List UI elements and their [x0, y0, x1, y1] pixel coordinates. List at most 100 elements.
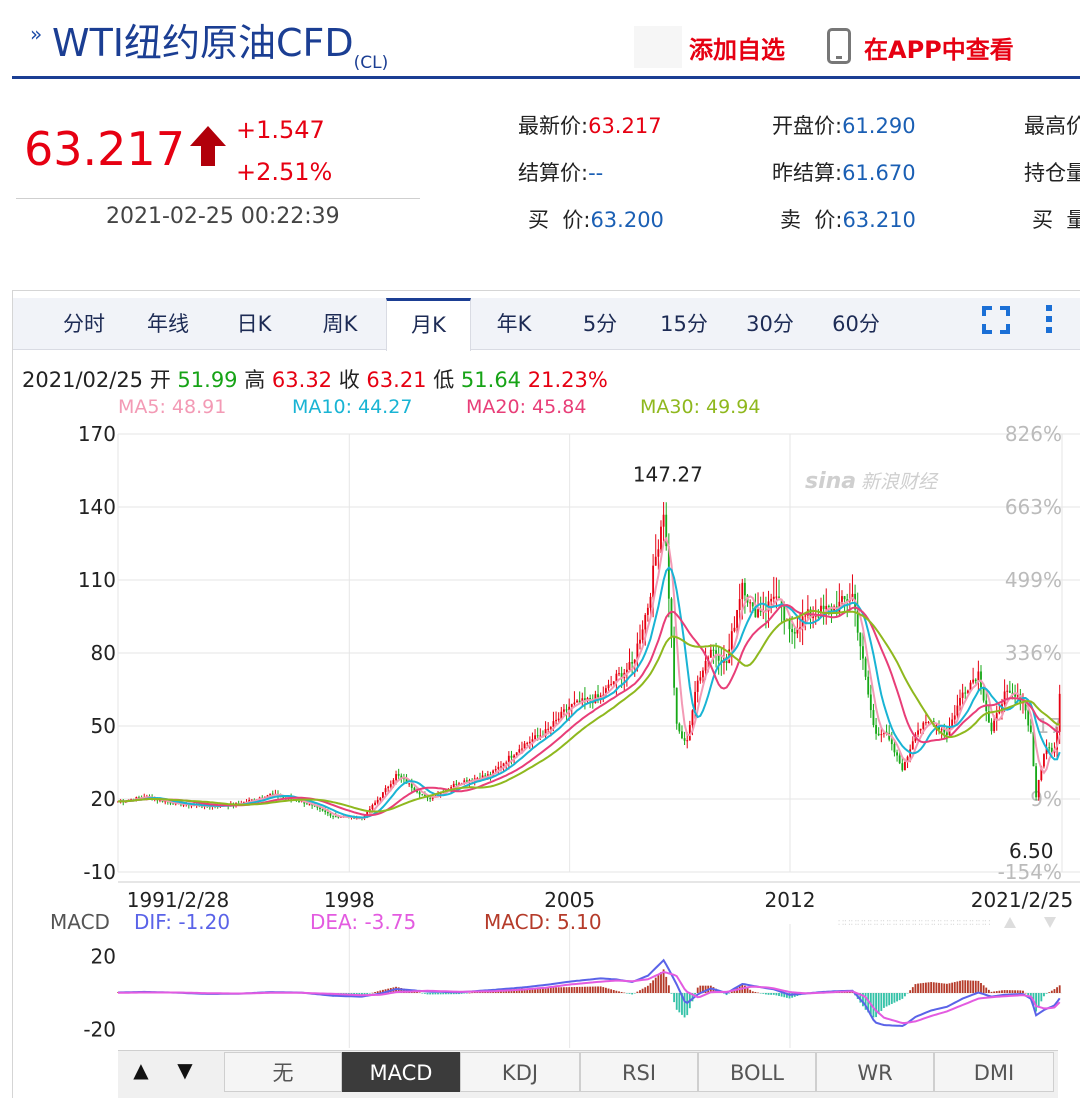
macd-bar: [948, 983, 951, 993]
tab-30min[interactable]: 30分: [746, 312, 794, 336]
macd-bar: [704, 985, 707, 993]
indicator-none[interactable]: 无: [224, 1052, 342, 1092]
candle-body: [825, 605, 828, 610]
indicator-wr[interactable]: WR: [816, 1052, 934, 1092]
candle-body: [833, 606, 836, 612]
scroll-up-button[interactable]: ▲: [133, 1058, 149, 1082]
more-options-icon[interactable]: [1045, 304, 1053, 334]
candle-body: [846, 599, 849, 602]
candle-body: [1045, 747, 1048, 755]
indicator-dmi[interactable]: DMI: [934, 1052, 1054, 1092]
candle-body: [917, 730, 919, 735]
indicator-macd[interactable]: MACD: [342, 1052, 460, 1092]
indicator-rsi[interactable]: RSI: [580, 1052, 698, 1092]
candle-body: [250, 799, 253, 801]
tab-year-line[interactable]: 年线: [147, 312, 189, 336]
macd-bar: [1001, 990, 1003, 993]
info-high-label: 高: [244, 368, 266, 392]
candle-body: [1014, 694, 1017, 697]
candle-body: [678, 723, 681, 732]
y-tick-right-label: 826%: [1005, 422, 1062, 446]
macd-bar: [549, 987, 552, 993]
indicator-kdj[interactable]: KDJ: [460, 1052, 580, 1092]
fullscreen-icon[interactable]: [982, 306, 1010, 334]
candle-body: [319, 807, 321, 810]
candle-body: [169, 802, 172, 804]
macd-bar: [885, 993, 888, 1007]
macd-legend: MACD DIF: -1.20 DEA: -3.75 MACD: 5.10: [50, 910, 602, 934]
tab-daily-k[interactable]: 日K: [236, 312, 272, 336]
candle-body: [982, 688, 985, 701]
macd-bar: [969, 980, 972, 993]
macd-lines: [117, 958, 1061, 1028]
macd-bar: [848, 991, 851, 993]
candle-body: [738, 599, 741, 611]
candlesticks: [117, 502, 1061, 821]
tab-60min[interactable]: 60分: [832, 312, 880, 336]
macd-bar: [877, 993, 880, 1015]
tab-intraday[interactable]: 分时: [63, 312, 105, 336]
candle-body: [694, 691, 696, 711]
ohlc-info-line: 2021/02/25 开 51.99 高 63.32 收 63.21 低 51.…: [22, 364, 608, 394]
candle-body: [959, 697, 961, 706]
macd-bar: [636, 991, 639, 993]
sina-watermark: sina 新浪财经: [805, 469, 939, 494]
tab-5min[interactable]: 5分: [582, 312, 618, 336]
quote-timestamp: 2021-02-25 00:22:39: [106, 204, 340, 229]
macd-bar: [935, 982, 938, 993]
candle-body: [1043, 754, 1045, 767]
scroll-down-button[interactable]: ▼: [177, 1058, 193, 1082]
macd-dea: DEA: -3.75: [310, 910, 416, 934]
candle-body: [489, 774, 492, 776]
macd-bar: [746, 987, 749, 993]
tab-yearly-k[interactable]: 年K: [496, 312, 532, 336]
field-value: 61.290: [842, 114, 916, 138]
field-prev-settle: 昨结算:61.670: [772, 157, 916, 187]
view-in-app-button[interactable]: 在APP中查看: [864, 36, 1014, 64]
tab-weekly-k[interactable]: 周K: [322, 312, 358, 336]
tab-monthly-k[interactable]: 月K: [386, 298, 471, 351]
candle-body: [397, 774, 400, 776]
field-label: 最高价: [1024, 114, 1080, 138]
macd-dif: DIF: -1.20: [134, 910, 230, 934]
macd-bar: [953, 982, 956, 993]
macd-bar: [995, 991, 998, 993]
macd-bar: [893, 993, 896, 1003]
price-axis: 170 140 110 80 50 20 -10: [78, 422, 116, 884]
watermark-text: 新浪财经: [861, 471, 939, 493]
candle-body: [484, 775, 487, 777]
info-date: 2021/02/25: [22, 368, 144, 392]
y-tick-right-label: 663%: [1005, 495, 1062, 519]
macd-bar: [673, 993, 676, 1003]
macd-bar: [455, 993, 458, 995]
candle-body: [906, 756, 909, 763]
candle-body: [523, 743, 526, 749]
candle-body: [859, 632, 862, 647]
macd-bar: [723, 993, 725, 994]
candle-body: [387, 786, 390, 789]
ma20-line: [117, 603, 1060, 817]
macd-bar: [875, 993, 877, 1018]
macd-bar: [374, 992, 376, 993]
candle-body: [691, 710, 694, 726]
candle-body: [573, 702, 576, 705]
indicator-boll[interactable]: BOLL: [698, 1052, 816, 1092]
tab-15min[interactable]: 15分: [660, 312, 708, 336]
add-watchlist-button[interactable]: 添加自选: [689, 36, 785, 64]
macd-bar: [990, 991, 993, 993]
candle-body: [940, 729, 943, 731]
candle-body: [521, 748, 523, 750]
macd-bar: [528, 988, 531, 993]
candle-body: [649, 596, 652, 608]
candle-body: [481, 775, 484, 780]
page-header: » WTI纽约原油CFD(CL) 添加自选 在APP中查看: [0, 0, 1080, 80]
field-ask: 卖 价:63.210: [780, 204, 916, 234]
candle-body: [172, 803, 175, 805]
candle-body: [429, 797, 432, 799]
macd-bar: [985, 987, 988, 993]
candle-body: [164, 801, 167, 803]
last-price: 63.217: [24, 122, 185, 176]
candle-body: [759, 609, 762, 613]
candle-body: [615, 673, 618, 682]
macd-bar: [945, 983, 948, 993]
